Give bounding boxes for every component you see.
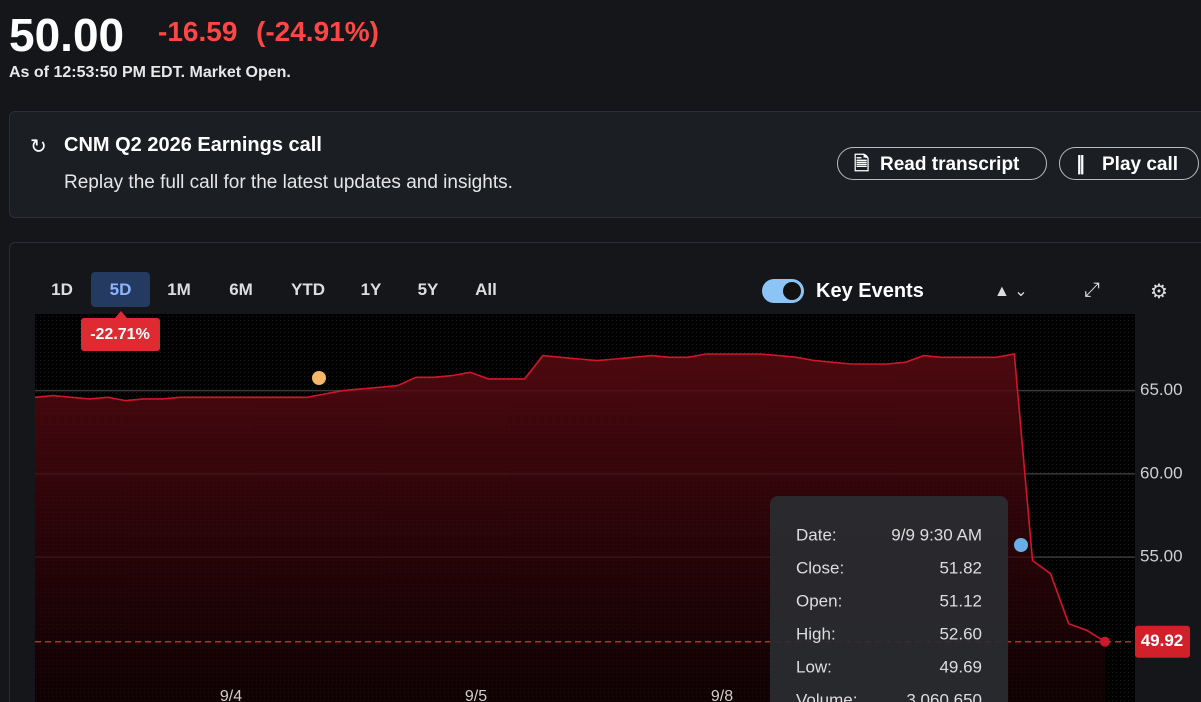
tooltip-key: Close: xyxy=(796,558,844,577)
chart-panel xyxy=(9,242,1201,702)
x-tick-label: 9/4 xyxy=(220,688,242,702)
card-subtitle: Replay the full call for the latest upda… xyxy=(64,172,513,193)
tooltip-key: Low: xyxy=(796,657,832,676)
range-button[interactable]: 1Y xyxy=(360,280,382,299)
range-button[interactable]: All xyxy=(475,280,497,299)
range-button[interactable]: YTD xyxy=(291,280,325,299)
tooltip-key: Volume: xyxy=(796,690,857,702)
last-price-label: 49.92 xyxy=(1141,631,1184,650)
price: 50.00 xyxy=(9,9,125,61)
tooltip xyxy=(770,496,1008,702)
change: -16.59 xyxy=(158,16,238,47)
as-of: As of 12:53:50 PM EDT. Market Open. xyxy=(9,64,291,81)
tooltip-key: Open: xyxy=(796,591,842,610)
button-label: Read transcript xyxy=(880,154,1020,175)
card-title: CNM Q2 2026 Earnings call xyxy=(64,134,322,156)
expand-button[interactable]: ⤢ xyxy=(1084,279,1100,301)
replay-icon: ↻ xyxy=(30,136,47,158)
settings-button[interactable]: ⚙ xyxy=(1150,281,1168,303)
range-button[interactable]: 5Y xyxy=(417,280,439,299)
tooltip-value: 51.12 xyxy=(939,591,982,610)
change-percent: (-24.91%) xyxy=(256,16,379,47)
price-line xyxy=(34,353,1106,643)
last-price-badge xyxy=(1135,625,1190,658)
x-tick-label: 9/5 xyxy=(465,688,487,702)
tooltip-value: 3,060,650 xyxy=(906,690,982,702)
period-change: -22.71% xyxy=(90,326,150,343)
button-label: Play call xyxy=(1102,154,1179,175)
key-events-label: Key Events xyxy=(816,280,924,302)
toggle-knob xyxy=(783,282,801,300)
y-tick-label: 55.00 xyxy=(1140,547,1183,566)
play-call-button[interactable]: ∥ Play call xyxy=(1059,147,1199,180)
range-button[interactable]: 1M xyxy=(167,280,191,299)
badge-pointer xyxy=(115,311,127,318)
range-button[interactable]: 6M xyxy=(229,280,253,299)
period-change-badge xyxy=(81,318,160,351)
key-event xyxy=(1014,538,1028,552)
range-button[interactable]: 1D xyxy=(51,280,73,299)
y-tick-label: 60.00 xyxy=(1140,463,1183,482)
x-tick-label: 9/8 xyxy=(711,688,733,702)
range-button[interactable]: 5D xyxy=(91,272,150,307)
tooltip-value: 51.82 xyxy=(939,558,982,577)
tooltip-value: 52.60 xyxy=(939,624,982,643)
read-transcript-button[interactable]: 🗎 Read transcript xyxy=(837,147,1047,180)
key-event xyxy=(312,371,326,385)
chart-type-menu[interactable]: ▲ ⌄ xyxy=(994,283,1028,300)
tooltip-value: 49.69 xyxy=(939,657,982,676)
earnings-card xyxy=(9,111,1201,218)
tooltip-value: 9/9 9:30 AM xyxy=(891,525,982,544)
tooltip-key: High: xyxy=(796,624,836,643)
y-tick-label: 65.00 xyxy=(1140,380,1183,399)
tooltip-key: Date: xyxy=(796,525,837,544)
